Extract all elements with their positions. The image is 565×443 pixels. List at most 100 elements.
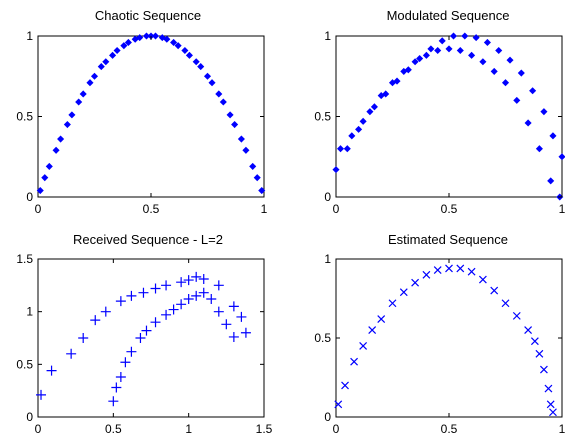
data-point: [334, 400, 343, 409]
data-point: [350, 357, 359, 366]
data-point: [416, 55, 424, 63]
data-point: [411, 278, 420, 287]
data-point: [539, 365, 548, 374]
scatter-markers: [36, 32, 266, 195]
data-point: [348, 132, 356, 140]
data-point: [359, 341, 368, 350]
data-point: [399, 288, 408, 297]
data-point: [52, 146, 60, 154]
data-point: [438, 37, 446, 45]
y-tick-label: 0: [324, 410, 331, 424]
data-point: [97, 63, 105, 71]
data-point: [547, 177, 555, 185]
data-point: [90, 72, 99, 80]
data-point: [467, 267, 476, 276]
data-point: [203, 72, 212, 80]
chart-title: Received Sequence - L=2: [73, 232, 223, 247]
data-point: [512, 311, 521, 320]
data-point: [113, 46, 121, 55]
data-point: [445, 45, 453, 53]
data-point: [163, 35, 171, 43]
x-tick-label: 1: [185, 422, 192, 436]
data-point: [176, 299, 187, 310]
data-point: [192, 58, 200, 66]
x-tick-label: 0: [333, 422, 340, 436]
x-tick-label: 1.5: [256, 422, 273, 436]
data-point: [213, 280, 224, 291]
x-tick-label: 1: [261, 202, 268, 216]
data-point: [126, 346, 137, 357]
data-point: [197, 63, 205, 71]
data-point: [479, 58, 487, 66]
y-tick-label: 1: [324, 29, 331, 43]
data-point: [198, 287, 209, 298]
data-point: [501, 299, 510, 308]
data-point: [506, 56, 514, 64]
x-tick-label: 0: [35, 202, 42, 216]
data-point: [63, 121, 71, 129]
data-point: [219, 98, 227, 106]
data-point: [388, 299, 397, 308]
data-point: [141, 325, 152, 336]
data-point: [343, 145, 351, 153]
data-point: [544, 384, 553, 393]
data-point: [138, 287, 149, 298]
data-point: [183, 294, 194, 305]
data-point: [422, 51, 430, 59]
data-point: [366, 108, 374, 116]
data-point: [341, 381, 349, 390]
data-point: [41, 174, 49, 182]
data-point: [231, 121, 239, 129]
data-point: [66, 348, 77, 359]
data-point: [135, 333, 146, 343]
x-tick-label: 0.5: [441, 422, 458, 436]
axis-ticks: 0 0.5 1 0 0.5 1: [314, 252, 565, 436]
data-point: [191, 290, 202, 301]
data-point: [530, 337, 539, 346]
y-tick-label: 0.5: [314, 110, 331, 124]
chart-title: Modulated Sequence: [387, 8, 510, 23]
data-point: [456, 46, 464, 55]
data-point: [181, 46, 189, 55]
data-point: [253, 174, 261, 182]
axis-ticks: 0 0.5 1 1.5 0 0.5 1 1.5: [16, 252, 272, 436]
data-point: [142, 32, 151, 40]
data-point: [198, 274, 209, 285]
data-point: [57, 135, 65, 143]
data-point: [115, 371, 126, 382]
data-point: [78, 333, 89, 343]
data-point: [102, 58, 110, 66]
data-point: [368, 326, 377, 335]
data-point: [213, 306, 224, 317]
data-point: [411, 58, 419, 66]
y-tick-label: 0.5: [314, 331, 331, 345]
data-point: [226, 111, 234, 119]
x-tick-label: 0.5: [105, 422, 122, 436]
data-point: [535, 145, 543, 153]
data-point: [404, 66, 412, 74]
data-point: [242, 146, 250, 154]
data-point: [115, 296, 126, 307]
data-point: [445, 264, 453, 273]
data-point: [524, 119, 532, 127]
data-point: [161, 280, 172, 291]
data-point: [517, 69, 525, 77]
data-point: [377, 315, 386, 323]
data-point: [120, 357, 131, 368]
data-point: [176, 277, 187, 288]
data-point: [75, 98, 83, 106]
x-tick-label: 1: [559, 202, 565, 216]
x-tick-label: 0.5: [441, 202, 458, 216]
data-point: [359, 117, 367, 125]
data-point: [540, 108, 548, 116]
data-point: [86, 79, 94, 87]
data-point: [228, 301, 239, 312]
data-point: [434, 46, 442, 55]
data-point: [183, 275, 194, 286]
data-point: [501, 79, 510, 87]
data-point: [237, 135, 245, 143]
chart-received-sequence: Received Sequence - L=2 0 0.5 1 1.5 0 0.5 1 1.5: [16, 232, 272, 436]
plot-area: [37, 258, 265, 418]
data-point: [136, 34, 144, 42]
